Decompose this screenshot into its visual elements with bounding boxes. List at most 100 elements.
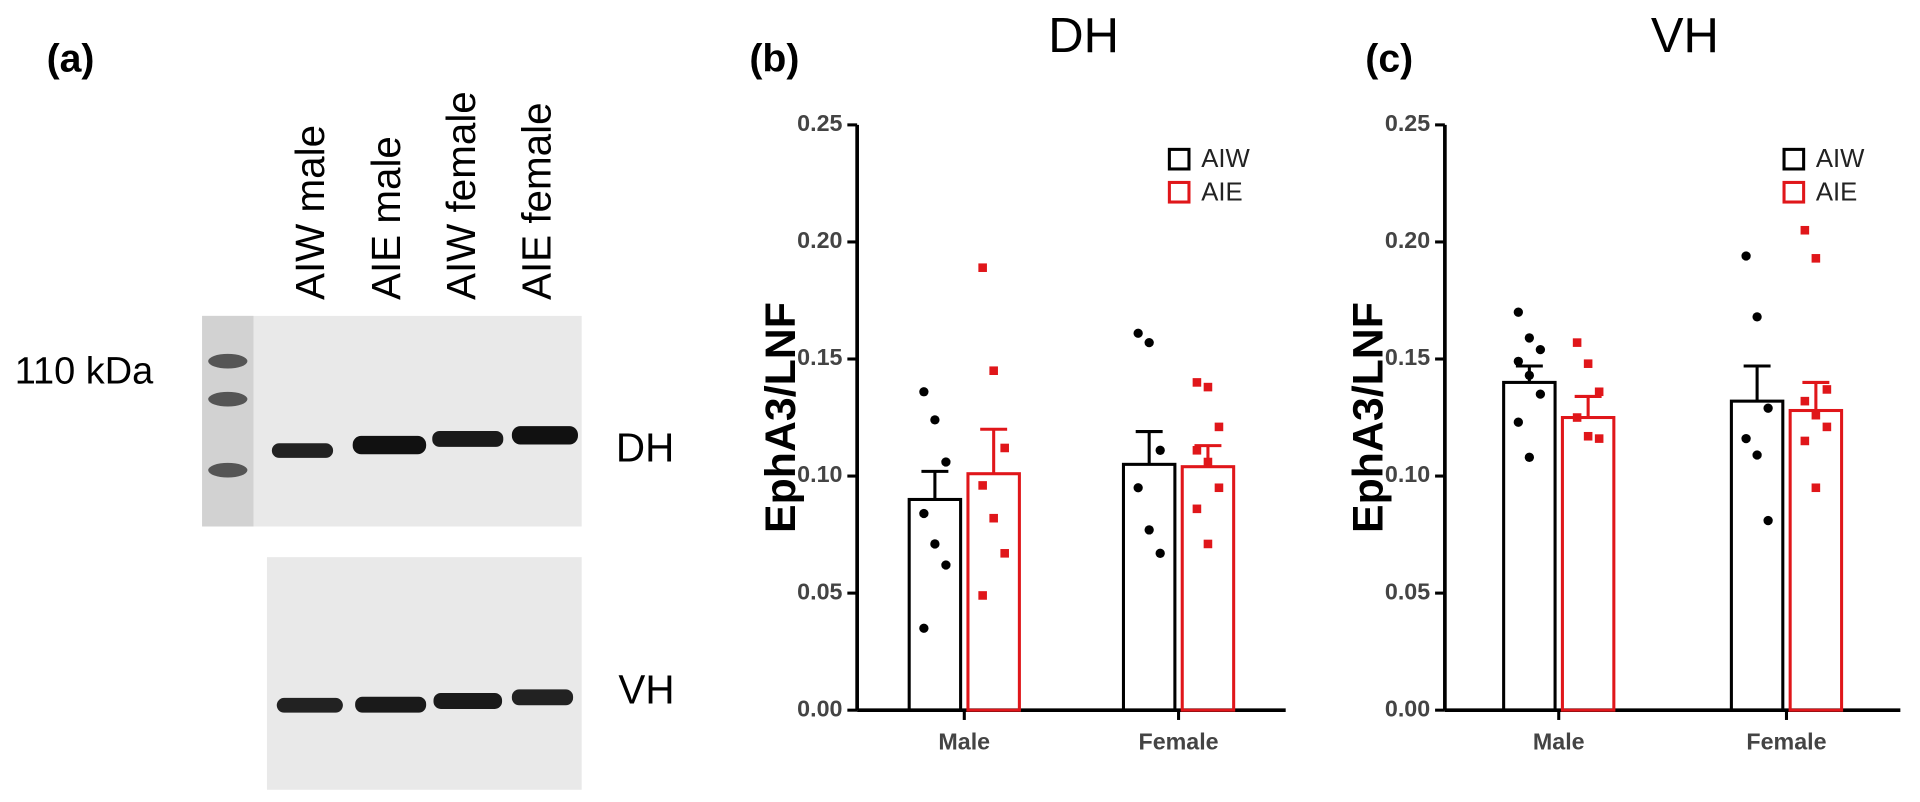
bar: [1560, 415, 1616, 712]
y-axis-label: EphA3/LNF: [1345, 302, 1393, 533]
panel-label: (b): [749, 38, 799, 81]
legend-swatch: [1782, 180, 1806, 204]
data-point: [1214, 483, 1224, 493]
data-point: [1513, 356, 1523, 366]
y-tick-label: 0.00: [1385, 695, 1430, 721]
x-tick-label: Female: [1746, 728, 1826, 754]
data-point: [978, 591, 987, 600]
data-point: [941, 457, 951, 467]
data-point: [941, 560, 951, 570]
bar: [1788, 408, 1844, 712]
data-point: [1741, 251, 1751, 261]
lane-label: AIW male: [287, 125, 333, 300]
y-tick-label: 0.25: [797, 110, 842, 136]
chart-title: DH: [1048, 9, 1119, 63]
y-tick-label: 0.10: [797, 461, 842, 487]
data-point: [1811, 483, 1821, 493]
data-point: [1572, 338, 1582, 347]
data-point: [1535, 344, 1546, 355]
data-point: [1133, 483, 1143, 493]
data-point: [1513, 417, 1523, 427]
legend-swatch: [1167, 147, 1191, 171]
data-point: [1763, 403, 1773, 413]
legend-label: AIW: [1816, 145, 1865, 173]
legend-label: AIE: [1816, 178, 1857, 206]
bar: [907, 497, 963, 712]
legend-swatch: [1782, 147, 1806, 171]
data-point: [1513, 307, 1523, 317]
data-point: [1535, 389, 1546, 399]
blot-label: DH: [616, 424, 674, 470]
data-point: [1133, 328, 1143, 338]
y-tick-label: 0.15: [797, 344, 842, 370]
data-point: [1800, 436, 1810, 446]
bar: [1729, 399, 1785, 712]
data-point: [989, 366, 998, 375]
data-point: [978, 481, 987, 490]
data-point: [1192, 378, 1202, 387]
x-tick-label: Male: [938, 728, 990, 754]
y-tick-label: 0.20: [1385, 227, 1430, 253]
y-tick-label: 0.00: [797, 695, 842, 721]
data-point: [1594, 434, 1604, 443]
data-point: [1203, 539, 1213, 549]
data-point: [1811, 410, 1821, 420]
data-point: [930, 539, 940, 549]
data-point: [1144, 337, 1154, 348]
blot-dh: [202, 315, 582, 527]
data-point: [1192, 446, 1202, 455]
bar: [1180, 465, 1236, 712]
data-point: [1524, 370, 1535, 381]
data-point: [1583, 359, 1593, 368]
data-point: [1763, 515, 1773, 526]
y-axis-label: EphA3/LNF: [757, 302, 805, 533]
lane-label: AIW female: [438, 91, 484, 300]
lane-label: AIE male: [363, 136, 409, 300]
data-point: [1214, 422, 1224, 432]
y-tick-label: 0.05: [1385, 578, 1430, 604]
data-point: [1000, 443, 1009, 453]
data-point: [1594, 387, 1604, 397]
data-point: [1155, 548, 1165, 558]
blot-vh: [266, 557, 582, 790]
data-point: [1822, 385, 1832, 394]
data-point: [919, 623, 929, 633]
lane-label: AIE female: [514, 102, 560, 300]
y-tick-label: 0.10: [1385, 461, 1430, 487]
bar: [1121, 462, 1177, 712]
data-point: [919, 508, 929, 519]
data-point: [1800, 396, 1810, 406]
y-tick-label: 0.15: [1385, 344, 1430, 370]
panel-label: (a): [47, 38, 95, 81]
bar: [1502, 380, 1557, 712]
data-point: [930, 415, 940, 425]
data-point: [1752, 312, 1762, 322]
data-point: [1524, 333, 1535, 343]
blot-label: VH: [618, 667, 674, 713]
data-point: [1155, 445, 1165, 455]
x-tick-label: Female: [1138, 728, 1218, 754]
data-point: [1800, 225, 1810, 235]
data-point: [978, 263, 987, 272]
data-point: [1524, 452, 1535, 462]
legend-swatch: [1167, 180, 1191, 204]
panel-label: (c): [1365, 38, 1413, 81]
bar: [966, 472, 1021, 712]
y-tick-label: 0.05: [797, 578, 842, 604]
data-point: [1192, 504, 1202, 514]
chart-title: VH: [1651, 9, 1719, 63]
data-point: [1811, 254, 1821, 263]
y-tick-label: 0.25: [1385, 110, 1430, 136]
data-point: [1752, 450, 1762, 460]
data-point: [1741, 433, 1751, 444]
data-point: [1000, 549, 1009, 558]
data-point: [989, 513, 998, 523]
data-point: [1583, 431, 1593, 441]
data-point: [919, 387, 929, 397]
data-point: [1203, 457, 1213, 467]
blot-lane-labels: AIW male AIE male AIW female AIE female: [287, 91, 560, 300]
legend-label: AIW: [1201, 145, 1250, 173]
y-tick-label: 0.20: [797, 227, 842, 253]
